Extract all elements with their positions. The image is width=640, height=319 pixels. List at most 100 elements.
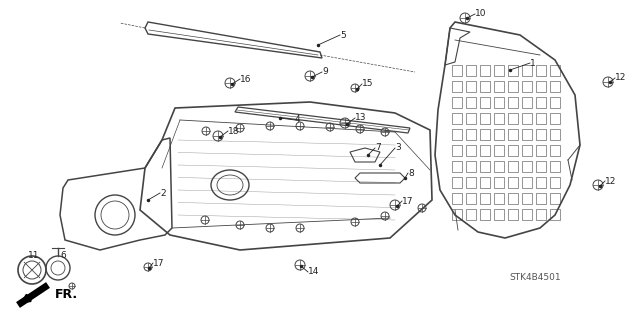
- Text: 15: 15: [362, 79, 374, 88]
- Text: 1: 1: [530, 58, 536, 68]
- Text: 10: 10: [475, 10, 486, 19]
- Text: 14: 14: [308, 268, 319, 277]
- Bar: [466, 161, 476, 172]
- Bar: [522, 129, 532, 140]
- Bar: [550, 113, 560, 124]
- Text: 8: 8: [408, 168, 413, 177]
- Bar: [536, 113, 546, 124]
- Bar: [536, 193, 546, 204]
- Bar: [480, 145, 490, 156]
- Bar: [522, 97, 532, 108]
- Bar: [522, 65, 532, 76]
- Text: 5: 5: [340, 31, 346, 40]
- Bar: [480, 129, 490, 140]
- Bar: [466, 177, 476, 188]
- Text: 2: 2: [160, 189, 166, 197]
- Bar: [536, 145, 546, 156]
- Bar: [452, 65, 462, 76]
- Bar: [452, 113, 462, 124]
- Bar: [480, 113, 490, 124]
- Bar: [494, 113, 504, 124]
- Bar: [522, 161, 532, 172]
- Bar: [522, 145, 532, 156]
- Text: 17: 17: [153, 258, 164, 268]
- Text: 18: 18: [228, 127, 239, 136]
- Bar: [494, 177, 504, 188]
- Bar: [480, 209, 490, 220]
- Bar: [466, 97, 476, 108]
- Bar: [522, 193, 532, 204]
- Bar: [480, 81, 490, 92]
- Bar: [452, 193, 462, 204]
- Bar: [452, 81, 462, 92]
- Text: 16: 16: [240, 75, 252, 84]
- Bar: [494, 145, 504, 156]
- Bar: [508, 161, 518, 172]
- Bar: [508, 193, 518, 204]
- Bar: [494, 161, 504, 172]
- Bar: [508, 113, 518, 124]
- Bar: [536, 161, 546, 172]
- Bar: [452, 145, 462, 156]
- Bar: [452, 129, 462, 140]
- Text: 6: 6: [60, 251, 66, 261]
- Bar: [452, 97, 462, 108]
- Bar: [550, 145, 560, 156]
- Bar: [452, 177, 462, 188]
- Bar: [508, 177, 518, 188]
- Text: 12: 12: [605, 176, 616, 186]
- Bar: [494, 97, 504, 108]
- Bar: [494, 65, 504, 76]
- Bar: [494, 209, 504, 220]
- Bar: [466, 145, 476, 156]
- Bar: [494, 193, 504, 204]
- Text: 9: 9: [322, 68, 328, 77]
- Bar: [508, 145, 518, 156]
- Bar: [480, 97, 490, 108]
- Text: 3: 3: [395, 144, 401, 152]
- Bar: [508, 129, 518, 140]
- Bar: [536, 97, 546, 108]
- Bar: [466, 193, 476, 204]
- Bar: [550, 65, 560, 76]
- Bar: [536, 209, 546, 220]
- Bar: [536, 129, 546, 140]
- Text: 11: 11: [28, 250, 40, 259]
- Bar: [466, 113, 476, 124]
- Text: 12: 12: [615, 73, 627, 83]
- Bar: [480, 65, 490, 76]
- Bar: [550, 129, 560, 140]
- Bar: [550, 161, 560, 172]
- Bar: [550, 81, 560, 92]
- Bar: [494, 81, 504, 92]
- Bar: [508, 97, 518, 108]
- Text: 13: 13: [355, 114, 367, 122]
- Text: 17: 17: [402, 197, 413, 205]
- Bar: [522, 177, 532, 188]
- Bar: [536, 81, 546, 92]
- Bar: [550, 193, 560, 204]
- Bar: [550, 209, 560, 220]
- Bar: [466, 81, 476, 92]
- Text: FR.: FR.: [55, 288, 78, 301]
- Bar: [480, 193, 490, 204]
- Bar: [522, 209, 532, 220]
- Bar: [536, 65, 546, 76]
- Bar: [522, 113, 532, 124]
- Bar: [550, 177, 560, 188]
- Bar: [480, 177, 490, 188]
- Bar: [550, 97, 560, 108]
- Bar: [536, 177, 546, 188]
- Bar: [522, 81, 532, 92]
- Bar: [466, 209, 476, 220]
- Bar: [452, 161, 462, 172]
- Bar: [466, 65, 476, 76]
- Text: STK4B4501: STK4B4501: [509, 273, 561, 283]
- Text: 4: 4: [295, 115, 301, 124]
- Bar: [466, 129, 476, 140]
- Bar: [494, 129, 504, 140]
- Bar: [480, 161, 490, 172]
- Bar: [508, 81, 518, 92]
- Bar: [452, 209, 462, 220]
- Text: 7: 7: [375, 144, 381, 152]
